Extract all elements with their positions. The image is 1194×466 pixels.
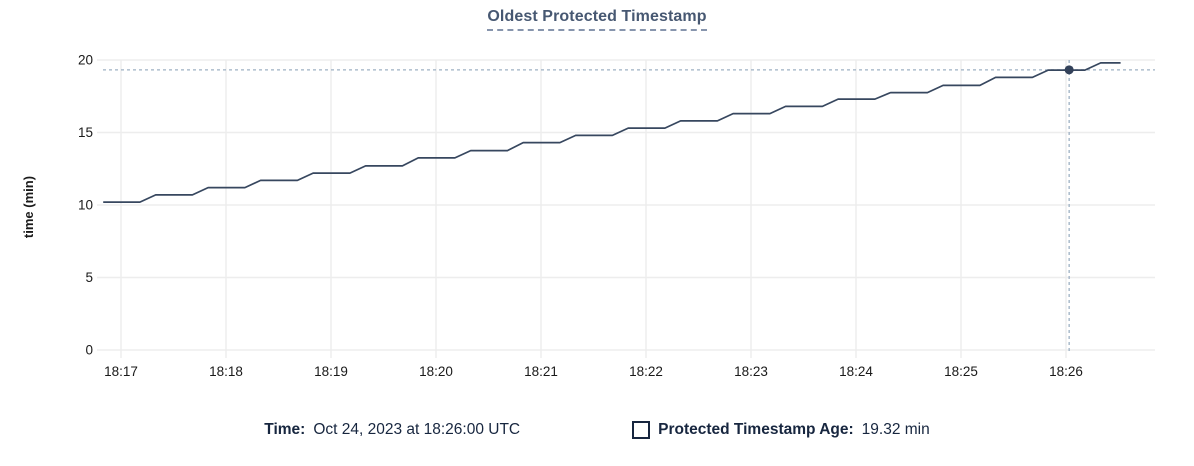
legend-time: Time: Oct 24, 2023 at 18:26:00 UTC: [264, 421, 520, 439]
y-axis-tick-label: 15: [78, 125, 93, 140]
series-toggle-checkbox[interactable]: [632, 421, 651, 439]
hover-point: [1064, 65, 1074, 75]
legend-series-value: 19.32 min: [861, 421, 930, 438]
y-axis-tick-label: 10: [78, 198, 93, 213]
chart-legend: Time: Oct 24, 2023 at 18:26:00 UTC Prote…: [0, 421, 1194, 439]
series-line: [103, 62, 1121, 203]
y-axis-tick-label: 5: [85, 270, 93, 285]
x-axis-tick-label: 18:26: [1049, 364, 1083, 379]
x-axis-tick-label: 18:21: [524, 364, 558, 379]
legend-time-value: Oct 24, 2023 at 18:26:00 UTC: [313, 421, 521, 438]
y-axis-tick-label: 0: [85, 343, 93, 358]
x-axis-tick-label: 18:20: [419, 364, 453, 379]
timeseries-chart[interactable]: 0 5 10 15 20 18:17 18:18 18:19 18:20 18:21 18:22 18…: [0, 0, 1194, 412]
x-axis-tick-label: 18:19: [314, 364, 348, 379]
chart-header: Oldest Protected Timestamp: [0, 8, 1194, 31]
chart-title[interactable]: Oldest Protected Timestamp: [487, 8, 707, 31]
x-axis-tick-label: 18:23: [734, 364, 768, 379]
x-axis-tick-label: 18:17: [104, 364, 138, 379]
legend-series[interactable]: Protected Timestamp Age: 19.32 min: [632, 421, 930, 439]
x-axis-tick-label: 18:18: [209, 364, 243, 379]
x-axis-tick-label: 18:24: [839, 364, 873, 379]
y-axis-tick-label: 20: [78, 53, 93, 68]
legend-time-label: Time:: [264, 421, 306, 438]
x-axis-tick-label: 18:22: [629, 364, 663, 379]
legend-series-label: Protected Timestamp Age:: [658, 421, 854, 438]
x-axis-tick-label: 18:25: [944, 364, 978, 379]
y-axis-title: time (min): [21, 176, 36, 238]
